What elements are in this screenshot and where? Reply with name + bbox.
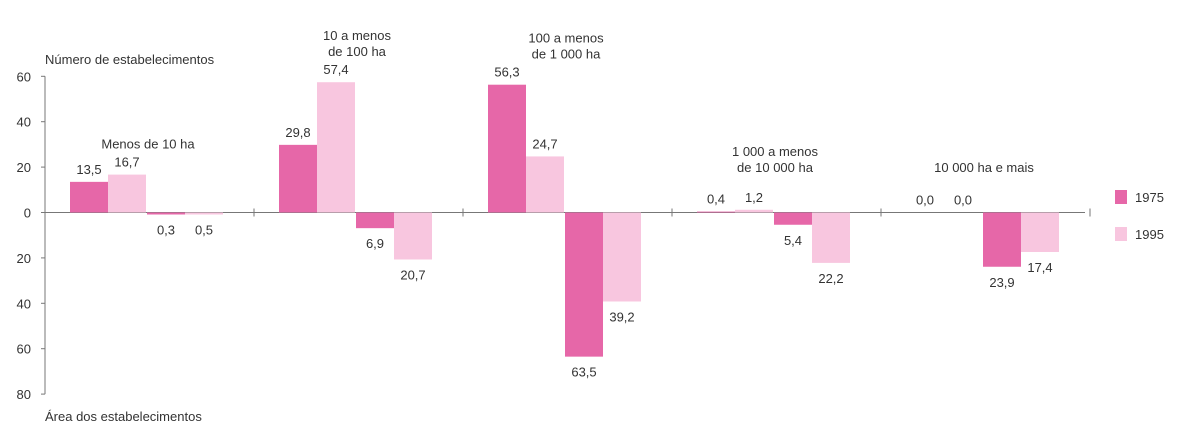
y-tick-label: 80: [17, 387, 31, 402]
bar-area-1975: [565, 212, 603, 357]
y-tick-label: 60: [17, 342, 31, 357]
bar-area-1995: [812, 212, 850, 263]
y-tick-label: 60: [17, 69, 31, 84]
data-label-area: 22,2: [818, 271, 843, 286]
data-label-area: 20,7: [400, 267, 425, 282]
bar-area-1975: [983, 212, 1021, 267]
legend-label: 1975: [1135, 190, 1164, 205]
data-label-area: 5,4: [784, 233, 802, 248]
bar-numero-1975: [697, 211, 735, 213]
group-label: 100 a menos: [528, 31, 604, 46]
bar-area-1995: [394, 212, 432, 260]
group-label: 10 a menos: [323, 28, 391, 43]
group-label: de 1 000 ha: [532, 47, 601, 62]
data-label-area: 17,4: [1027, 260, 1052, 275]
data-label-numero: 0,4: [707, 192, 725, 207]
bar-numero-1995: [317, 82, 355, 213]
legend-label: 1995: [1135, 227, 1164, 242]
data-label-area: 6,9: [366, 236, 384, 251]
y-tick-label: 40: [17, 296, 31, 311]
y-tick-label: 40: [17, 115, 31, 130]
data-label-numero: 16,7: [114, 155, 139, 170]
y-tick-label: 20: [17, 251, 31, 266]
data-label-numero: 1,2: [745, 190, 763, 205]
group-label: 10 000 ha e mais: [934, 160, 1034, 175]
y-tick-label: 20: [17, 160, 31, 175]
bar-area-1995: [185, 212, 223, 215]
bar-numero-1995: [108, 174, 146, 213]
group-label: Menos de 10 ha: [101, 137, 195, 152]
data-label-area: 0,3: [157, 223, 175, 238]
group-label: de 10 000 ha: [737, 160, 814, 175]
y-axis-title-bottom: Área dos estabelecimentos: [45, 409, 202, 424]
bar-numero-1995: [735, 209, 773, 213]
data-label-area: 39,2: [609, 309, 634, 324]
bar-numero-1975: [279, 144, 317, 213]
data-label-numero: 29,8: [285, 125, 310, 140]
data-label-numero: 24,7: [532, 136, 557, 151]
y-axis-title-top: Número de estabelecimentos: [45, 52, 215, 67]
group-label: 1 000 a menos: [732, 144, 819, 159]
bar-numero-1975: [488, 84, 526, 213]
data-label-numero: 0,0: [916, 193, 934, 208]
bar-area-1995: [603, 212, 641, 302]
data-label-area: 23,9: [989, 275, 1014, 290]
data-label-area: 63,5: [571, 365, 596, 380]
data-label-numero: 56,3: [494, 65, 519, 80]
data-label-area: 0,5: [195, 223, 213, 238]
data-label-numero: 0,0: [954, 193, 972, 208]
bar-numero-1995: [526, 156, 564, 213]
data-label-numero: 57,4: [323, 62, 348, 77]
bar-area-1995: [1021, 212, 1059, 252]
data-label-numero: 13,5: [76, 162, 101, 177]
legend-swatch-1995: [1115, 227, 1127, 241]
group-label: de 100 ha: [328, 44, 387, 59]
bar-area-1975: [356, 212, 394, 229]
bar-area-1975: [147, 212, 185, 215]
bar-area-1975: [774, 212, 812, 225]
legend-swatch-1975: [1115, 190, 1127, 204]
y-tick-label: 0: [24, 206, 31, 221]
bar-numero-1975: [70, 181, 108, 213]
